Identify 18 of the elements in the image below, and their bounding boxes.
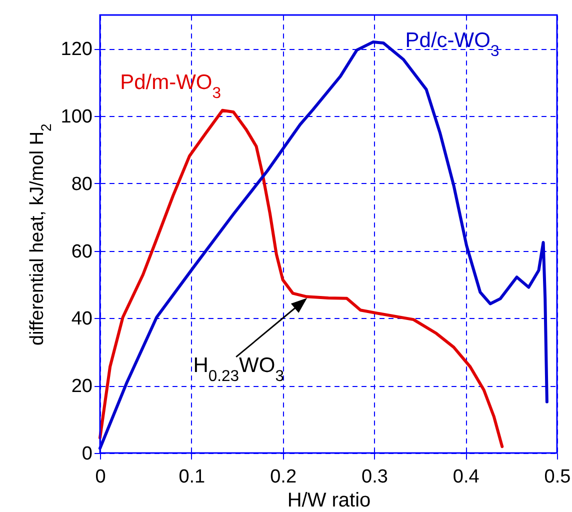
annotation: H$_{0.23}$WO$_{3}$ xyxy=(193,354,284,385)
line-series xyxy=(98,108,504,448)
series-label: Pd/c-WO$_{3}$ xyxy=(405,29,500,60)
y-tick-label: 20 xyxy=(71,376,92,398)
x-tick-label: 0 xyxy=(95,466,106,488)
x-tick-label: 0.1 xyxy=(178,466,206,488)
x-tick-label: 0.2 xyxy=(270,466,297,488)
y-tick-label: 60 xyxy=(71,241,92,262)
x-tick-label: 0.4 xyxy=(452,466,480,488)
y-tick-label: 100 xyxy=(60,106,92,128)
y-tick-label: 120 xyxy=(60,39,92,60)
series-label: Pd/m-WO$_{3}$ xyxy=(120,71,222,102)
y-tick-label: 40 xyxy=(71,308,92,330)
y-tick-label: 0 xyxy=(82,444,92,464)
x-tick-label: 0.3 xyxy=(361,466,388,488)
x-axis-title: H/W ratio xyxy=(287,490,371,512)
x-tick-label: 0.5 xyxy=(544,466,571,488)
y-tick-label: 80 xyxy=(71,174,92,195)
